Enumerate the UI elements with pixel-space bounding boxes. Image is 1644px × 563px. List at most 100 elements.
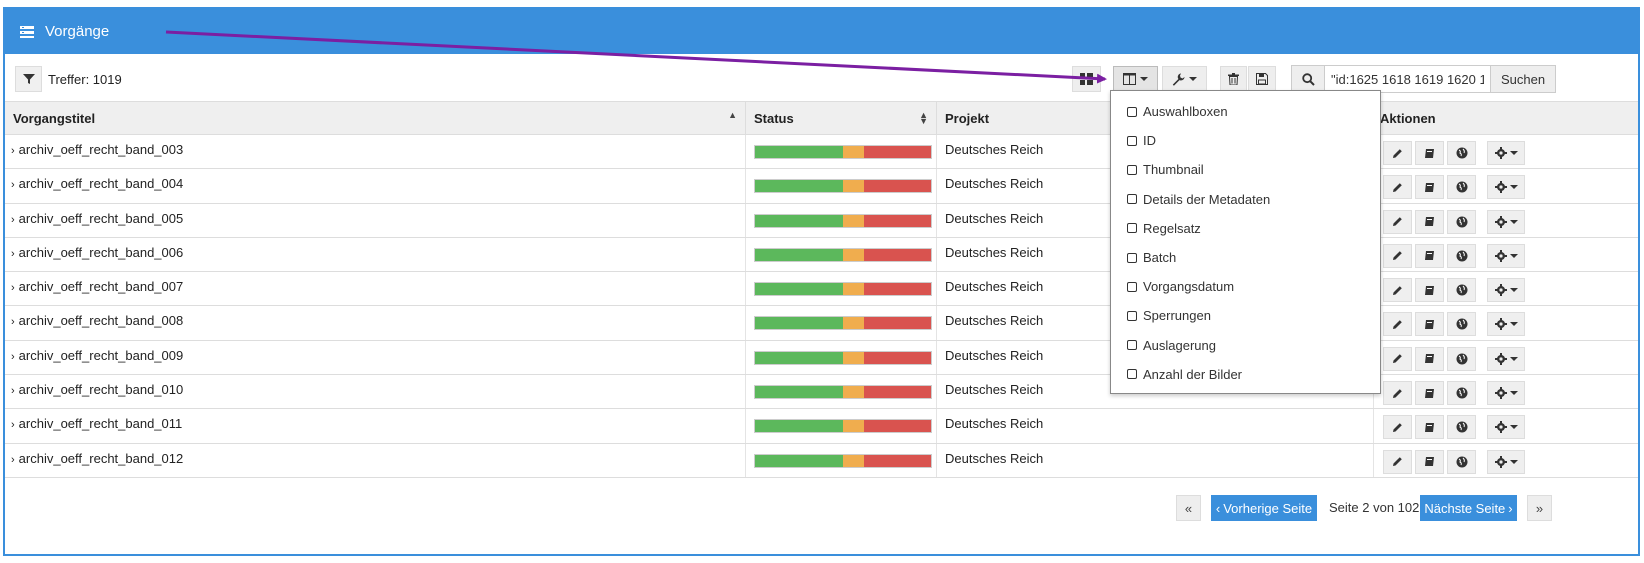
view-button[interactable] xyxy=(1447,381,1476,406)
metadata-button[interactable] xyxy=(1415,141,1444,165)
last-page-button[interactable]: » xyxy=(1527,495,1552,521)
view-button[interactable] xyxy=(1447,449,1476,474)
row-settings-dropdown[interactable] xyxy=(1487,381,1525,406)
table-row[interactable]: › archiv_oeff_recht_band_011 Deutsches Re… xyxy=(5,409,1638,444)
column-toggle-item[interactable]: Batch xyxy=(1111,243,1380,272)
column-toggle-item[interactable]: ID xyxy=(1111,126,1380,155)
chevron-right-icon[interactable]: › xyxy=(11,213,15,226)
edit-button[interactable] xyxy=(1383,278,1412,303)
view-button[interactable] xyxy=(1447,346,1476,371)
view-button[interactable] xyxy=(1447,243,1476,268)
save-button[interactable] xyxy=(1248,66,1276,92)
row-settings-dropdown[interactable] xyxy=(1487,278,1525,303)
metadata-button[interactable] xyxy=(1415,175,1444,200)
column-toggle-item[interactable]: Regelsatz xyxy=(1111,214,1380,243)
metadata-button[interactable] xyxy=(1415,346,1444,371)
column-header-title[interactable]: Vorgangstitel ▲ xyxy=(5,102,746,135)
table-row[interactable]: › archiv_oeff_recht_band_012 Deutsches Re… xyxy=(5,443,1638,478)
column-header-project[interactable]: Projekt xyxy=(937,102,1374,135)
process-title[interactable]: archiv_oeff_recht_band_012 xyxy=(18,450,184,466)
search-input[interactable] xyxy=(1325,65,1490,93)
edit-button[interactable] xyxy=(1383,312,1412,337)
columns-dropdown-button[interactable] xyxy=(1113,66,1158,92)
metadata-button[interactable] xyxy=(1415,209,1444,234)
edit-button[interactable] xyxy=(1383,346,1412,371)
process-title[interactable]: archiv_oeff_recht_band_005 xyxy=(18,210,184,226)
column-toggle-item[interactable]: Anzahl der Bilder xyxy=(1111,360,1380,389)
search-button[interactable]: Suchen xyxy=(1490,65,1556,93)
checkbox[interactable] xyxy=(1127,369,1137,380)
row-settings-dropdown[interactable] xyxy=(1487,209,1525,234)
process-title[interactable]: archiv_oeff_recht_band_010 xyxy=(18,382,184,398)
table-row[interactable]: › archiv_oeff_recht_band_010 Deutsches Re… xyxy=(5,375,1638,410)
column-toggle-item[interactable]: Thumbnail xyxy=(1111,155,1380,184)
row-settings-dropdown[interactable] xyxy=(1487,141,1525,165)
process-title[interactable]: archiv_oeff_recht_band_007 xyxy=(18,279,184,295)
row-settings-dropdown[interactable] xyxy=(1487,415,1525,440)
column-toggle-item[interactable]: Auslagerung xyxy=(1111,331,1380,360)
edit-button[interactable] xyxy=(1383,415,1412,440)
chevron-right-icon[interactable]: › xyxy=(11,453,15,466)
chevron-right-icon[interactable]: › xyxy=(11,385,15,398)
table-row[interactable]: › archiv_oeff_recht_band_009 Deutsches Re… xyxy=(5,340,1638,376)
delete-button[interactable] xyxy=(1220,66,1247,92)
row-settings-dropdown[interactable] xyxy=(1487,312,1525,337)
chevron-right-icon[interactable]: › xyxy=(11,145,15,157)
row-settings-dropdown[interactable] xyxy=(1487,449,1525,474)
process-title[interactable]: archiv_oeff_recht_band_008 xyxy=(18,313,184,329)
view-button[interactable] xyxy=(1447,415,1476,440)
view-button[interactable] xyxy=(1447,278,1476,303)
edit-button[interactable] xyxy=(1383,449,1412,474)
checkbox[interactable] xyxy=(1127,164,1137,175)
table-row[interactable]: › archiv_oeff_recht_band_007 Deutsches Re… xyxy=(5,272,1638,307)
table-row[interactable]: › archiv_oeff_recht_band_006 Deutsches Re… xyxy=(5,237,1638,273)
checkbox[interactable] xyxy=(1127,281,1137,292)
filter-button[interactable] xyxy=(15,66,42,92)
metadata-button[interactable] xyxy=(1415,449,1444,474)
chevron-right-icon[interactable]: › xyxy=(11,179,15,192)
column-header-status[interactable]: Status ▲ ▼ xyxy=(746,102,937,135)
next-page-button[interactable]: Nächste Seite › xyxy=(1420,495,1517,521)
tools-dropdown-button[interactable] xyxy=(1162,66,1207,92)
row-settings-dropdown[interactable] xyxy=(1487,346,1525,371)
chevron-right-icon[interactable]: › xyxy=(11,350,15,363)
metadata-button[interactable] xyxy=(1415,243,1444,268)
row-settings-dropdown[interactable] xyxy=(1487,243,1525,268)
chevron-right-icon[interactable]: › xyxy=(11,316,15,329)
checkbox[interactable] xyxy=(1127,252,1137,263)
view-button[interactable] xyxy=(1447,141,1476,165)
metadata-button[interactable] xyxy=(1415,381,1444,406)
checkbox[interactable] xyxy=(1127,194,1137,205)
checkbox[interactable] xyxy=(1127,106,1137,117)
previous-page-button[interactable]: ‹ Vorherige Seite xyxy=(1211,495,1317,521)
column-toggle-item[interactable]: Vorgangsdatum xyxy=(1111,272,1380,301)
edit-button[interactable] xyxy=(1383,175,1412,200)
metadata-button[interactable] xyxy=(1415,415,1444,440)
process-title[interactable]: archiv_oeff_recht_band_004 xyxy=(18,176,184,192)
table-row[interactable]: › archiv_oeff_recht_band_008 Deutsches Re… xyxy=(5,306,1638,341)
process-title[interactable]: archiv_oeff_recht_band_003 xyxy=(18,142,184,157)
metadata-button[interactable] xyxy=(1415,278,1444,303)
column-toggle-item[interactable]: Auswahlboxen xyxy=(1111,97,1380,126)
chevron-right-icon[interactable]: › xyxy=(11,282,15,295)
checkbox[interactable] xyxy=(1127,310,1137,321)
checkbox[interactable] xyxy=(1127,340,1137,351)
process-title[interactable]: archiv_oeff_recht_band_006 xyxy=(18,244,184,260)
first-page-button[interactable]: « xyxy=(1176,495,1201,521)
table-row[interactable]: › archiv_oeff_recht_band_004 Deutsches Re… xyxy=(5,169,1638,204)
column-toggle-item[interactable]: Details der Metadaten xyxy=(1111,185,1380,214)
process-title[interactable]: archiv_oeff_recht_band_009 xyxy=(18,347,184,363)
column-toggle-item[interactable]: Sperrungen xyxy=(1111,301,1380,330)
checkbox[interactable] xyxy=(1127,135,1137,146)
view-button[interactable] xyxy=(1447,175,1476,200)
table-row[interactable]: › archiv_oeff_recht_band_003 Deutsches Re… xyxy=(5,135,1638,170)
view-button[interactable] xyxy=(1447,209,1476,234)
checkbox[interactable] xyxy=(1127,223,1137,234)
view-button[interactable] xyxy=(1447,312,1476,337)
layout-toggle-button[interactable] xyxy=(1072,66,1101,92)
edit-button[interactable] xyxy=(1383,381,1412,406)
process-title[interactable]: archiv_oeff_recht_band_011 xyxy=(18,416,183,432)
metadata-button[interactable] xyxy=(1415,312,1444,337)
edit-button[interactable] xyxy=(1383,141,1412,165)
chevron-right-icon[interactable]: › xyxy=(11,419,15,432)
